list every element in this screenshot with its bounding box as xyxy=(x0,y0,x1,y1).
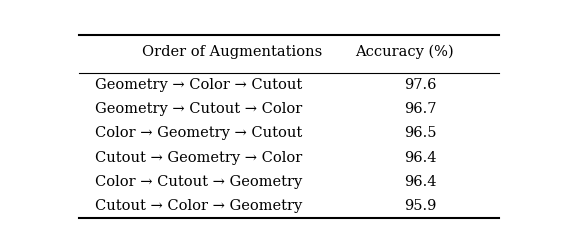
Text: Geometry → Cutout → Color: Geometry → Cutout → Color xyxy=(95,102,302,117)
Text: Cutout → Color → Geometry: Cutout → Color → Geometry xyxy=(95,199,302,213)
Text: Cutout → Geometry → Color: Cutout → Geometry → Color xyxy=(95,150,302,164)
Text: 96.4: 96.4 xyxy=(404,174,437,188)
Text: 96.4: 96.4 xyxy=(404,150,437,164)
Text: 95.9: 95.9 xyxy=(404,199,437,213)
Text: Color → Geometry → Cutout: Color → Geometry → Cutout xyxy=(95,126,302,140)
Text: 97.6: 97.6 xyxy=(404,78,437,92)
Text: 96.5: 96.5 xyxy=(404,126,437,140)
Text: Geometry → Color → Cutout: Geometry → Color → Cutout xyxy=(95,78,302,92)
Text: Order of Augmentations: Order of Augmentations xyxy=(142,45,323,59)
Text: 96.7: 96.7 xyxy=(404,102,437,117)
Text: Color → Cutout → Geometry: Color → Cutout → Geometry xyxy=(95,174,302,188)
Text: Accuracy (%): Accuracy (%) xyxy=(355,45,454,59)
